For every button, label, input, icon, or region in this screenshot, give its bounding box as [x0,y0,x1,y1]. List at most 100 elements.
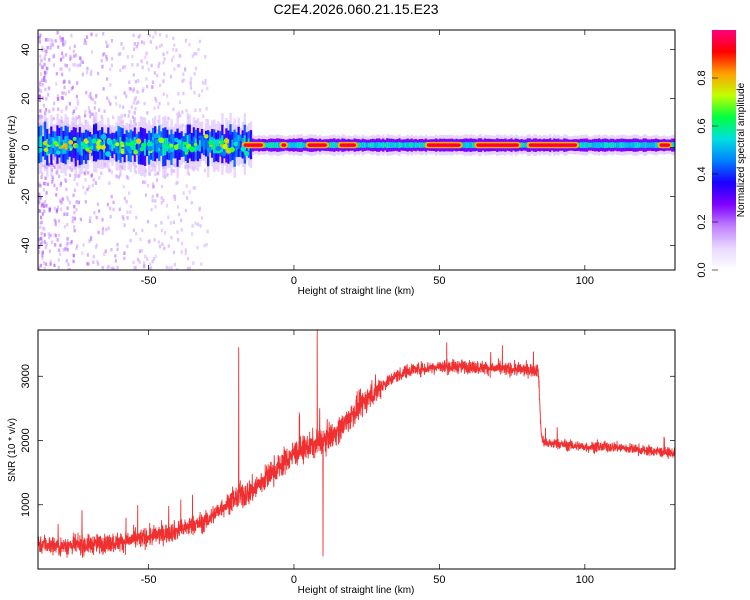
noise-cell [159,33,162,37]
ridge-blob [173,144,180,150]
noise-cell [199,108,202,112]
noise-cell [119,173,122,177]
snr-series-line [38,330,675,558]
noise-cell [84,114,87,118]
noise-cell [140,248,144,253]
snr-panel: -50 0 50 100 1000 2000 3000 Height of straigh… [7,329,676,596]
ridge-blob [47,139,53,146]
ridge-core-cell [626,142,629,148]
noise-cell [74,63,77,67]
noise-cell [48,109,51,114]
noise-cell [144,55,147,59]
ridge-peak-core [307,143,327,147]
ridge-core-cell [162,138,165,156]
noise-cell [39,183,42,188]
noise-cell [145,123,148,127]
ridge-core-cell [172,140,175,152]
noise-cell [59,38,62,43]
ridge-core-cell [135,139,139,150]
ridge-blob [130,145,136,151]
noise-cell [46,66,49,71]
ridge-core-cell [229,134,232,152]
noise-cell [75,207,78,212]
noise-cell [190,76,193,81]
noise-cell [194,66,198,71]
ridge-core-cell [392,142,395,148]
noise-cell [102,87,105,91]
ridge-blob [120,150,125,155]
noise-cell [122,46,125,50]
ridge-core-cell [610,142,613,148]
noise-cell [134,79,138,84]
ridge-blob [153,133,159,139]
noise-cell [53,206,56,211]
noise-cell [114,254,117,258]
ridge-blob [215,145,221,152]
ridge-core-cell [648,142,652,148]
noise-cell [165,203,169,208]
noise-cell [43,209,46,213]
snr-x-ticks: -50 0 50 100 [141,330,594,586]
noise-cell [44,87,47,92]
noise-cell [126,216,129,220]
noise-cell [54,39,57,43]
ridge-core-cell [640,142,644,148]
ridge-core-cell [298,142,302,149]
noise-cell [67,262,70,267]
spectrogram-x-ticks: -50 0 50 100 [141,30,594,287]
colorbar-tick-label: 0.8 [696,70,708,85]
noise-cell [146,219,150,224]
ridge-blob [135,138,141,144]
ridge-blob [140,142,147,149]
noise-cell [182,72,185,76]
noise-cell [182,191,185,195]
noise-cell [110,267,113,270]
ridge-core-cell [418,142,422,148]
y-tick-label: 3000 [20,364,32,388]
noise-cell [108,181,111,185]
noise-cell [70,33,73,38]
noise-cell [90,69,93,73]
noise-cell [116,242,119,247]
noise-cell [165,265,168,270]
noise-cell [60,36,64,41]
noise-cell [156,171,159,176]
noise-cell [87,262,90,266]
noise-cell [53,165,56,169]
ridge-peak-core [528,143,578,147]
ridge-core-cell [276,142,279,149]
ridge-core-cell [180,138,183,150]
ridge-peak-core [426,143,461,147]
noise-cell [180,218,183,223]
noise-cell [59,183,62,188]
ridge-blob [193,142,198,147]
ridge-blob [169,147,175,153]
ridge-blob [88,149,93,154]
noise-cell [61,72,64,77]
ridge-blob [130,140,136,146]
ridge-core-cell [375,142,379,149]
noise-cell [200,262,203,266]
ridge-core-cell [382,142,385,149]
ridge-blob [100,144,106,150]
noise-cell [75,106,78,110]
noise-cell [91,183,94,188]
colorbar: 0.0 0.2 0.4 0.6 0.8 Normalized spectral ampl… [696,30,747,278]
noise-cell [172,220,175,225]
noise-cell [191,54,194,58]
noise-cell [125,199,128,204]
noise-cell [89,92,92,96]
noise-cell [49,259,52,263]
noise-cell [107,43,110,48]
noise-cell [104,249,107,253]
noise-cell [134,170,138,174]
noise-cell [47,86,50,90]
noise-cell [48,235,51,240]
ridge-core-cell [66,135,69,151]
noise-cell [132,101,135,105]
noise-cell [166,50,169,55]
noise-cell [60,207,63,211]
ridge-core-cell [420,142,424,148]
noise-cell [66,206,69,210]
